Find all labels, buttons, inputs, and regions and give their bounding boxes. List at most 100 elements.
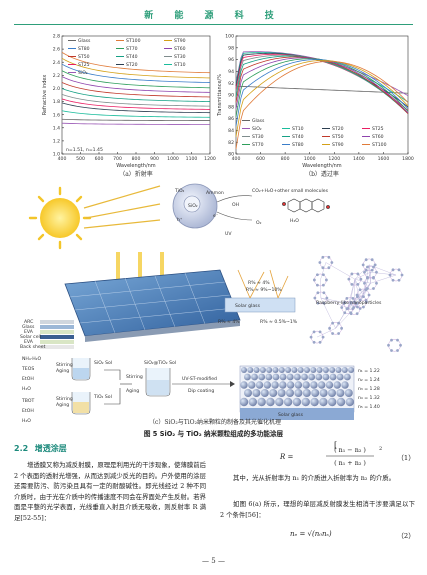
tio2-dot (349, 311, 353, 315)
flow-stirring-1: Stirring (56, 362, 73, 368)
chem-h2o-1: H₂O (22, 386, 31, 392)
coating-nanoparticle (325, 381, 334, 389)
tio2-dot (366, 276, 369, 280)
refractive-layer-values: n₁ = 1.22 n₂ = 1.24 n₃ = 1.28 n₄ = 1.32 … (358, 368, 380, 410)
coating-nanoparticle (322, 367, 329, 373)
chart-a-ytick-label: 1.6 (53, 112, 60, 118)
header-rule (14, 24, 413, 25)
chart-a-xlabel: Wavelength/nm (116, 163, 156, 169)
coating-nanoparticle (269, 389, 278, 397)
chart-b-legend-label: ST40 (292, 134, 304, 140)
chart-a-series-ST70 (61, 70, 211, 89)
section-number: 2.2 (14, 444, 29, 453)
chart-a-series-ST90 (61, 57, 211, 79)
coating-nanoparticle (244, 373, 251, 381)
tio2-dot (316, 291, 320, 295)
svg-text:[: [ (334, 441, 337, 450)
coating-nanoparticle (239, 397, 249, 407)
tio2-dot (327, 255, 331, 259)
flow-dip-coating: Dip coating (188, 388, 214, 394)
coating-nanoparticle (247, 367, 254, 373)
network-link (360, 272, 371, 302)
tio2-dot (388, 273, 392, 277)
coating-nanoparticle (286, 381, 295, 389)
equation-1: R = [ ( n₁ − n₂ ) ( n₁ + n₂ ) 2 （1） (220, 441, 415, 467)
coating-nanoparticle (285, 367, 292, 373)
tio2-dot (322, 291, 326, 295)
coating-nanoparticle (319, 397, 328, 407)
tio2-dot (312, 278, 316, 282)
raspberry-particle (310, 330, 324, 344)
uv-label: UV (225, 231, 232, 237)
chart-a-series-ST25 (61, 98, 211, 110)
coating-nanoparticle (348, 367, 355, 373)
tio2-dot (318, 340, 322, 344)
flow-sio2-tio2-sol: SiO₂@TiO₂ Sol (144, 360, 176, 366)
chart-b-ytick-label: 96 (228, 57, 234, 63)
coating-nanoparticle (329, 367, 336, 373)
chart-b-xtick-label: 1200 (328, 156, 340, 162)
chart-b-legend-label: ST20 (332, 126, 344, 132)
transmittance-chart: 80 82 84 86 88 90 92 94 96 98 100 400 600 800 1000 1200… (217, 34, 414, 178)
chart-b-legend-label: ST10 (292, 126, 304, 132)
coating-nanoparticle (311, 389, 320, 397)
chart-a-ytick-label: 2.2 (53, 73, 60, 79)
n1-value: n₁ = 1.22 (358, 368, 380, 374)
tio2-dot (330, 261, 334, 264)
chem-etoh-2: EtOH (22, 408, 34, 414)
coating-nanoparticle (255, 381, 264, 389)
tio2-dot (350, 272, 354, 276)
chart-a-legend-label: ST10 (174, 62, 186, 68)
chart-a-legend-label: ST50 (78, 54, 90, 60)
tio2-dot (337, 332, 340, 335)
coating-nanoparticle (308, 373, 316, 381)
chem-h2o-2: H₂O (22, 418, 31, 424)
tio2-dot (340, 326, 343, 330)
coating-nanoparticle (248, 397, 258, 407)
network-link (320, 262, 327, 281)
coating-nanoparticle (301, 397, 310, 407)
tio2-dot (387, 343, 390, 347)
n4-value: n₄ = 1.32 (358, 395, 380, 401)
refractive-index-chart: 1.0 1.2 1.4 1.6 1.8 2.0 2.2 2.4 2.6 2.8 400 500 600 7… (42, 34, 216, 178)
oxygen-label: O₂ (256, 220, 262, 226)
coating-nanoparticle (241, 367, 247, 373)
tio2-dot (390, 338, 393, 342)
coating-nanoparticle (286, 389, 294, 397)
chart-b-xtick-label: 800 (281, 156, 290, 162)
coating-nanoparticle (265, 373, 273, 381)
tio2-dot (321, 335, 325, 339)
network-link (320, 297, 348, 308)
synthesis-flow: NH₄·H₂O TEOS EtOH H₂O TBOT EtOH H₂O Stir… (21, 356, 235, 424)
coating-nanoparticle (302, 389, 311, 397)
chart-b-caption: （b）透过率 (305, 170, 339, 178)
chart-a-series-ST30 (61, 93, 211, 107)
chart-a-series-ST10 (61, 110, 211, 118)
flow-tio2-sol: TiO₂ Sol (93, 394, 112, 400)
eq2-intro: 如图 6(a) 所示，理想的单层减反射膜发生相消干涉要满足以下 2 个条件[56… (220, 500, 415, 519)
tio2-dot (364, 268, 368, 272)
coating-nanoparticle (304, 367, 310, 373)
chart-a-ytick-label: 2.8 (53, 34, 60, 40)
network-link (370, 274, 397, 284)
chart-a-ytick-label: 1.0 (53, 152, 60, 158)
tio2-dot (359, 277, 363, 281)
solar-glass-base-label: Solar glass (278, 412, 304, 418)
coating-nanoparticle (278, 367, 285, 373)
coating-nanoparticle (310, 381, 318, 389)
chart-b-ytick-label: 84 (228, 128, 234, 134)
coating-nanoparticle (293, 373, 301, 381)
tio2-dot (345, 296, 349, 300)
tio2-dot (313, 296, 317, 300)
coating-nanoparticle (328, 389, 336, 397)
tio2-dot (362, 305, 365, 309)
network-link (353, 301, 361, 309)
beaker-icon-3 (145, 368, 171, 397)
tio2-dot (400, 273, 404, 277)
tio2-dot (363, 281, 366, 285)
stack-eva-bottom: EVA (24, 339, 34, 345)
chart-a-xtick-label: 900 (150, 156, 159, 162)
antireflection-paragraph: 增透膜又称为减反射膜，原理是利用光的干涉现象，使薄膜前后 2 个表面的透射光增强… (14, 461, 206, 522)
chart-b-legend-label: ST50 (332, 134, 344, 140)
chart-b-series-ST80 (235, 59, 409, 127)
